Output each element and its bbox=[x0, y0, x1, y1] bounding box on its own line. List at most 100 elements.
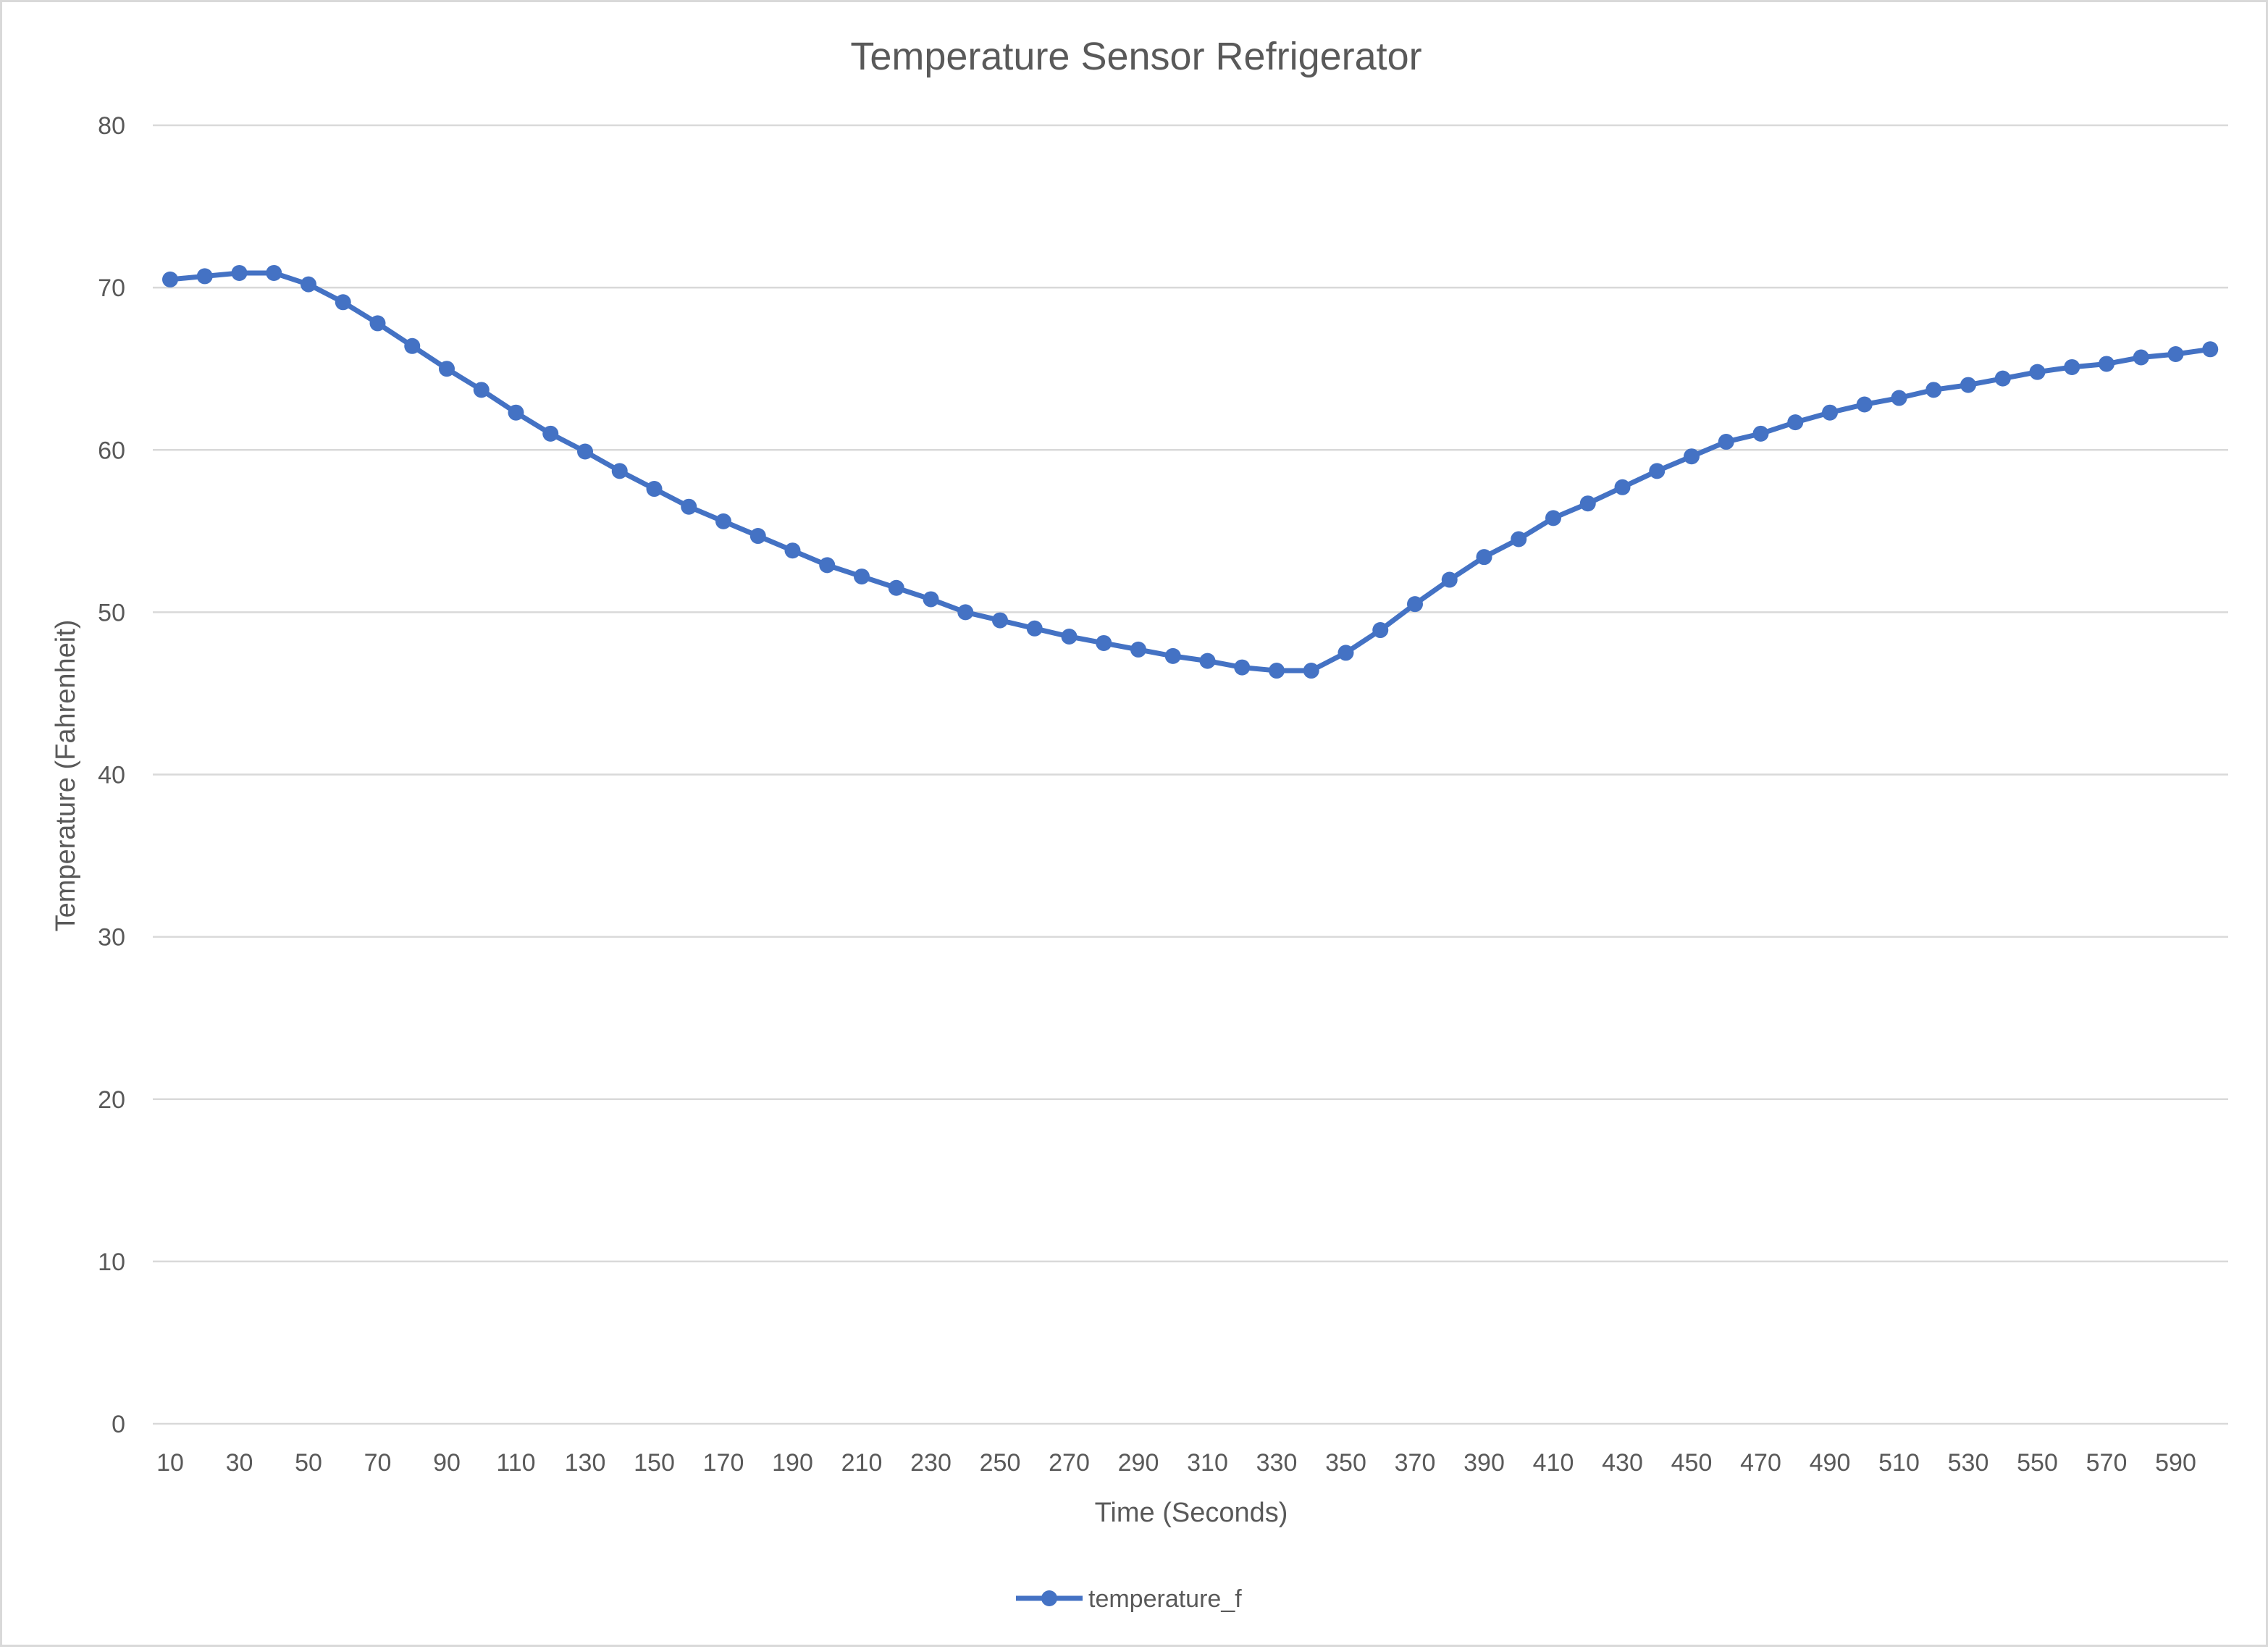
legend-marker-icon bbox=[1041, 1590, 1057, 1606]
data-point bbox=[923, 591, 939, 608]
data-point bbox=[1511, 531, 1527, 547]
x-tick-label: 150 bbox=[634, 1449, 675, 1477]
x-tick-label: 510 bbox=[1878, 1449, 1920, 1477]
data-point bbox=[992, 612, 1008, 629]
x-tick-label: 50 bbox=[295, 1449, 322, 1477]
data-point bbox=[542, 425, 559, 442]
y-tick-label: 10 bbox=[98, 1249, 125, 1276]
y-tick-label: 60 bbox=[98, 437, 125, 464]
data-point bbox=[2099, 356, 2114, 372]
x-tick-label: 130 bbox=[565, 1449, 606, 1477]
data-point bbox=[1891, 390, 1907, 406]
x-axis-ticks: 10 30 50 70 90 110 130 150 170 190 210 230 250 270 290… bbox=[156, 1449, 2196, 1477]
data-point bbox=[2133, 349, 2149, 366]
y-tick-label: 70 bbox=[98, 274, 125, 302]
x-tick-label: 390 bbox=[1463, 1449, 1505, 1477]
y-axis-label: Temperature (Fahrenheit) bbox=[51, 620, 81, 932]
data-point bbox=[1337, 645, 1354, 661]
data-point bbox=[1960, 377, 1976, 393]
data-point bbox=[1269, 663, 1285, 679]
y-tick-label: 20 bbox=[98, 1086, 125, 1114]
data-point bbox=[1096, 634, 1112, 651]
data-point bbox=[854, 568, 870, 585]
y-tick-label: 30 bbox=[98, 924, 125, 952]
data-point bbox=[2202, 341, 2219, 358]
x-tick-label: 490 bbox=[1810, 1449, 1851, 1477]
data-point bbox=[611, 463, 628, 479]
data-point bbox=[369, 315, 386, 332]
data-point bbox=[1579, 495, 1596, 512]
data-point bbox=[2064, 358, 2080, 375]
x-tick-label: 550 bbox=[2017, 1449, 2058, 1477]
chart-title: Temperature Sensor Refrigerator bbox=[850, 35, 1421, 78]
data-point bbox=[1822, 404, 1838, 421]
data-point bbox=[646, 481, 663, 498]
y-tick-label: 40 bbox=[98, 762, 125, 789]
series-line-temperature_f bbox=[167, 270, 2213, 674]
data-point bbox=[1164, 647, 1181, 664]
x-tick-label: 470 bbox=[1740, 1449, 1781, 1477]
legend-label: temperature_f bbox=[1088, 1585, 1242, 1613]
data-point bbox=[1545, 510, 1561, 526]
data-point bbox=[162, 271, 178, 288]
x-tick-label: 450 bbox=[1671, 1449, 1713, 1477]
data-point bbox=[577, 443, 593, 460]
data-point bbox=[2029, 364, 2046, 380]
y-tick-label: 50 bbox=[98, 599, 125, 626]
data-point bbox=[266, 264, 282, 281]
data-point bbox=[1684, 448, 1700, 465]
data-point bbox=[1407, 596, 1423, 613]
x-tick-label: 270 bbox=[1049, 1449, 1090, 1477]
data-point bbox=[1614, 479, 1631, 495]
x-tick-label: 570 bbox=[2086, 1449, 2128, 1477]
data-point bbox=[819, 557, 836, 574]
data-point bbox=[196, 268, 213, 285]
x-tick-label: 310 bbox=[1187, 1449, 1228, 1477]
data-point bbox=[1061, 628, 1078, 645]
x-tick-label: 30 bbox=[226, 1449, 253, 1477]
x-tick-label: 250 bbox=[980, 1449, 1021, 1477]
data-point bbox=[301, 276, 316, 293]
data-point bbox=[2167, 346, 2184, 363]
data-point bbox=[1234, 659, 1251, 676]
data-point bbox=[1787, 414, 1804, 431]
x-tick-label: 430 bbox=[1602, 1449, 1643, 1477]
data-point bbox=[1752, 425, 1769, 442]
data-point bbox=[1130, 641, 1146, 658]
data-point bbox=[1199, 653, 1216, 669]
x-tick-label: 590 bbox=[2155, 1449, 2196, 1477]
data-point bbox=[1476, 549, 1492, 566]
data-point bbox=[749, 528, 766, 545]
data-point bbox=[439, 361, 455, 377]
series-layer bbox=[162, 264, 2219, 679]
data-point bbox=[404, 337, 421, 354]
x-tick-label: 290 bbox=[1118, 1449, 1159, 1477]
data-point bbox=[681, 498, 697, 515]
gridlines bbox=[153, 124, 2228, 1425]
x-tick-label: 410 bbox=[1533, 1449, 1574, 1477]
x-axis-label: Time (Seconds) bbox=[1095, 1498, 1288, 1528]
data-point bbox=[1303, 663, 1319, 679]
data-point bbox=[1925, 382, 1942, 398]
x-tick-label: 170 bbox=[703, 1449, 744, 1477]
x-tick-label: 210 bbox=[841, 1449, 883, 1477]
x-tick-label: 10 bbox=[156, 1449, 184, 1477]
x-tick-label: 350 bbox=[1325, 1449, 1366, 1477]
data-point bbox=[715, 513, 731, 529]
data-point bbox=[1994, 370, 2011, 387]
data-point bbox=[888, 579, 904, 596]
data-point bbox=[473, 382, 490, 398]
x-tick-label: 90 bbox=[433, 1449, 461, 1477]
x-tick-label: 370 bbox=[1395, 1449, 1436, 1477]
y-tick-label: 0 bbox=[112, 1411, 125, 1438]
data-point bbox=[508, 404, 524, 421]
data-point bbox=[1372, 622, 1389, 639]
x-tick-label: 190 bbox=[772, 1449, 813, 1477]
data-point bbox=[335, 294, 351, 311]
data-point bbox=[1649, 463, 1666, 479]
x-tick-label: 230 bbox=[910, 1449, 952, 1477]
x-tick-label: 530 bbox=[1948, 1449, 1989, 1477]
y-axis-ticks: 0 10 20 30 40 50 60 70 80 bbox=[98, 112, 125, 1438]
